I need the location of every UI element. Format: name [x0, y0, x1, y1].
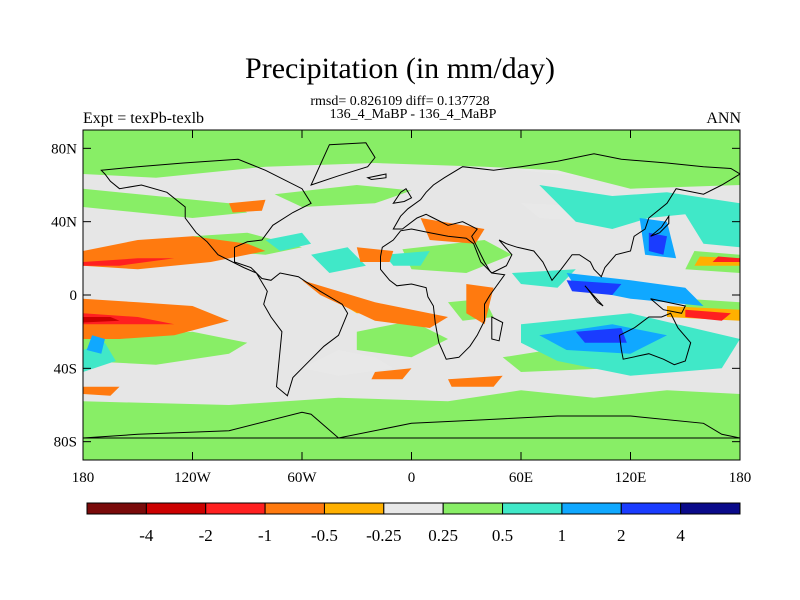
contour-region — [420, 218, 485, 244]
colorbar-label: 0.25 — [428, 526, 458, 545]
colorbar: -4 -2 -1 -0.5 -0.25 0.25 0.5 1 2 4 — [86, 502, 741, 545]
coastline — [392, 187, 413, 204]
contour-region — [83, 386, 120, 396]
contour-region — [83, 331, 248, 365]
coastline — [618, 312, 692, 366]
contour-region — [575, 328, 627, 343]
coastline — [366, 173, 387, 181]
land-outlines — [83, 142, 740, 439]
y-tick-label: 80N — [51, 141, 77, 157]
x-tick-label: 60E — [509, 470, 533, 486]
colorbar-swatch — [145, 502, 207, 515]
coastline — [83, 411, 740, 439]
colorbar-label: 0.5 — [492, 526, 513, 545]
colorbar-label: -4 — [139, 526, 154, 545]
coastline — [650, 298, 687, 314]
contour-region — [539, 185, 740, 248]
x-tick-label: 180 — [729, 470, 752, 486]
contour-region — [511, 269, 576, 288]
season-label: ANN — [706, 110, 741, 127]
contour-region — [566, 280, 622, 295]
colorbar-label: -1 — [258, 526, 272, 545]
contour-region — [274, 185, 412, 207]
contour-region — [83, 317, 120, 323]
coastline — [380, 228, 506, 360]
x-tick-label: 60W — [287, 470, 317, 486]
contour-region — [83, 390, 740, 460]
colorbar-swatch — [561, 502, 622, 515]
x-tick-label: 120W — [174, 470, 212, 486]
contour-region — [229, 199, 266, 213]
colorbar-swatch — [680, 502, 741, 515]
contour-region — [83, 130, 740, 189]
coastline — [100, 158, 349, 397]
coastline — [491, 316, 504, 342]
contour-region — [83, 313, 175, 325]
colorbar-label: 1 — [558, 526, 567, 545]
contour-region — [302, 280, 448, 328]
experiment-label: Expt = texPb-texlb — [83, 110, 205, 127]
colorbar-swatch — [264, 502, 325, 515]
coastline — [584, 285, 604, 307]
colorbar-label: 4 — [676, 526, 685, 545]
contour-region — [356, 320, 448, 358]
axis-ticks: 180 120W 60W 0 60E 120E 180 80N 40N 0 40S 80S — [51, 130, 751, 486]
contour-region — [311, 247, 366, 273]
chart-title: Precipitation (in mm/day) — [245, 52, 555, 85]
stats-line: rmsd= 0.826109 diff= 0.137728 — [310, 94, 490, 109]
coastline — [392, 153, 740, 282]
colorbar-label: 2 — [617, 526, 626, 545]
contour-region — [83, 188, 248, 218]
contour-region — [466, 284, 494, 325]
colorbar-swatch — [86, 502, 147, 515]
case-line: 136_4_MaBP - 136_4_MaBP — [329, 107, 497, 122]
contour-region — [83, 258, 175, 266]
contour-region — [712, 256, 740, 262]
coastline — [650, 214, 670, 237]
contour-fills — [83, 130, 740, 460]
y-tick-label: 40N — [51, 215, 77, 231]
colorbar-swatch — [383, 502, 444, 515]
contour-region — [83, 298, 229, 339]
y-tick-label: 0 — [70, 288, 78, 304]
colorbar-swatch — [620, 502, 682, 515]
contour-region — [302, 350, 394, 376]
x-tick-label: 120E — [615, 470, 647, 486]
colorbar-label: -0.25 — [366, 526, 401, 545]
contour-region — [648, 232, 667, 255]
x-tick-label: 180 — [72, 470, 95, 486]
contour-region — [384, 251, 430, 266]
colorbar-swatch — [502, 502, 563, 515]
contour-region — [402, 240, 512, 273]
coastline — [310, 142, 376, 186]
colorbar-label: -0.5 — [311, 526, 338, 545]
contour-region — [685, 309, 731, 321]
y-tick-label: 80S — [54, 435, 77, 451]
x-tick-label: 0 — [408, 470, 416, 486]
colorbar-swatch — [442, 502, 504, 515]
colorbar-label: -2 — [199, 526, 213, 545]
contour-region — [86, 335, 105, 354]
colorbar-swatch — [205, 502, 266, 515]
contour-region — [566, 273, 704, 306]
contour-region — [371, 368, 412, 380]
contour-region — [448, 375, 503, 387]
contour-region — [356, 247, 394, 262]
contour-region — [265, 232, 312, 251]
colorbar-swatch — [323, 502, 385, 515]
y-tick-label: 40S — [54, 361, 77, 377]
